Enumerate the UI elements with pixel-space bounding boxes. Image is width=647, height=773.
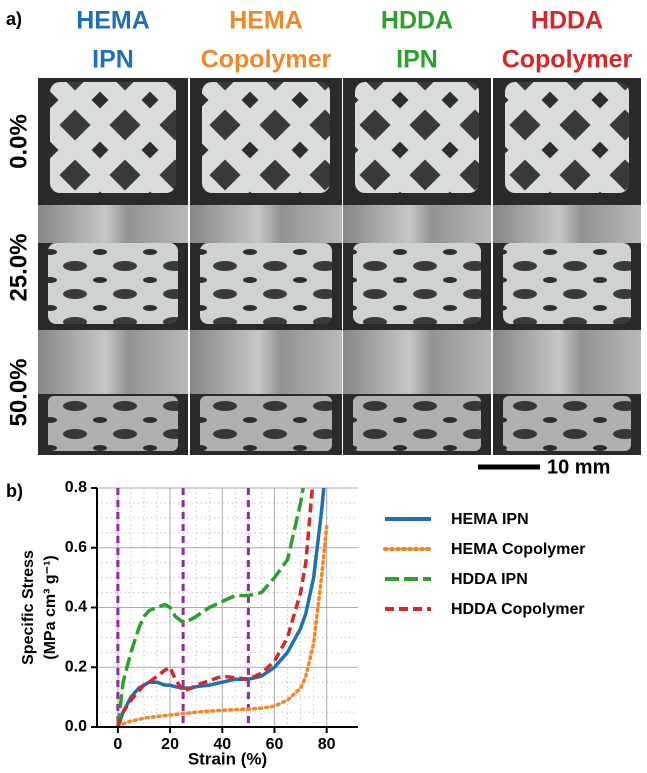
- compression-plate: [190, 330, 342, 394]
- lattice-sample: [200, 396, 332, 451]
- lattice-sample: [503, 396, 631, 451]
- column-header: HDDA: [381, 7, 453, 35]
- photo-grid: [38, 78, 641, 455]
- x-tick-label: 60: [266, 736, 284, 753]
- lattice-sample: [48, 396, 178, 451]
- compression-plate: [38, 330, 188, 394]
- x-tick-label: 80: [318, 736, 336, 753]
- figure: a) b) 10 mm HEMA IPN HEMA Copolymer HDDA IPN H…: [0, 0, 647, 773]
- legend-label: HEMA IPN: [451, 511, 529, 528]
- y-tick-label: 0.2: [65, 658, 87, 675]
- lattice-sample: [50, 82, 176, 193]
- column-header: Copolymer: [201, 46, 332, 74]
- y-tick-label: 0.4: [65, 599, 87, 616]
- y-axis-title: Specific Stress: [20, 550, 37, 665]
- lattice-sample: [355, 82, 479, 193]
- panel-label: a): [6, 9, 22, 29]
- compression-plate: [190, 205, 342, 243]
- x-axis-title: Strain (%): [188, 749, 267, 768]
- column-header: HEMA: [76, 7, 150, 35]
- row-label: 0.0%: [5, 114, 32, 169]
- y-tick-label: 0.6: [65, 539, 87, 556]
- lattice-sample: [353, 243, 481, 324]
- scale-bar-label: 10 mm: [547, 456, 610, 478]
- y-axis-title: (MPa cm³ g⁻¹): [42, 555, 59, 659]
- lattice-sample: [202, 82, 330, 193]
- panel-label: b): [6, 481, 23, 501]
- x-tick-label: 0: [113, 736, 122, 753]
- row-label: 50.0%: [5, 358, 32, 426]
- lattice-sample: [503, 243, 631, 324]
- x-tick-label: 20: [161, 736, 179, 753]
- y-tick-label: 0.0: [65, 718, 87, 735]
- lattice-sample: [505, 82, 629, 193]
- legend-label: HEMA Copolymer: [451, 541, 586, 558]
- column-header: IPN: [92, 46, 134, 74]
- y-tick-label: 0.8: [65, 479, 87, 496]
- row-label: 25.0%: [5, 233, 32, 301]
- column-header: HDDA: [531, 7, 603, 35]
- legend-label: HDDA Copolymer: [451, 601, 585, 618]
- compression-plate: [38, 205, 188, 243]
- compression-plate: [343, 205, 491, 243]
- lattice-sample: [200, 243, 332, 324]
- compression-plate: [493, 205, 641, 243]
- lattice-sample: [48, 243, 178, 324]
- compression-plate: [343, 330, 491, 394]
- lattice-sample: [353, 396, 481, 451]
- column-header: Copolymer: [502, 46, 633, 74]
- compression-plate: [493, 330, 641, 394]
- legend-label: HDDA IPN: [451, 571, 528, 588]
- column-header: IPN: [396, 46, 438, 74]
- column-header: HEMA: [229, 7, 303, 35]
